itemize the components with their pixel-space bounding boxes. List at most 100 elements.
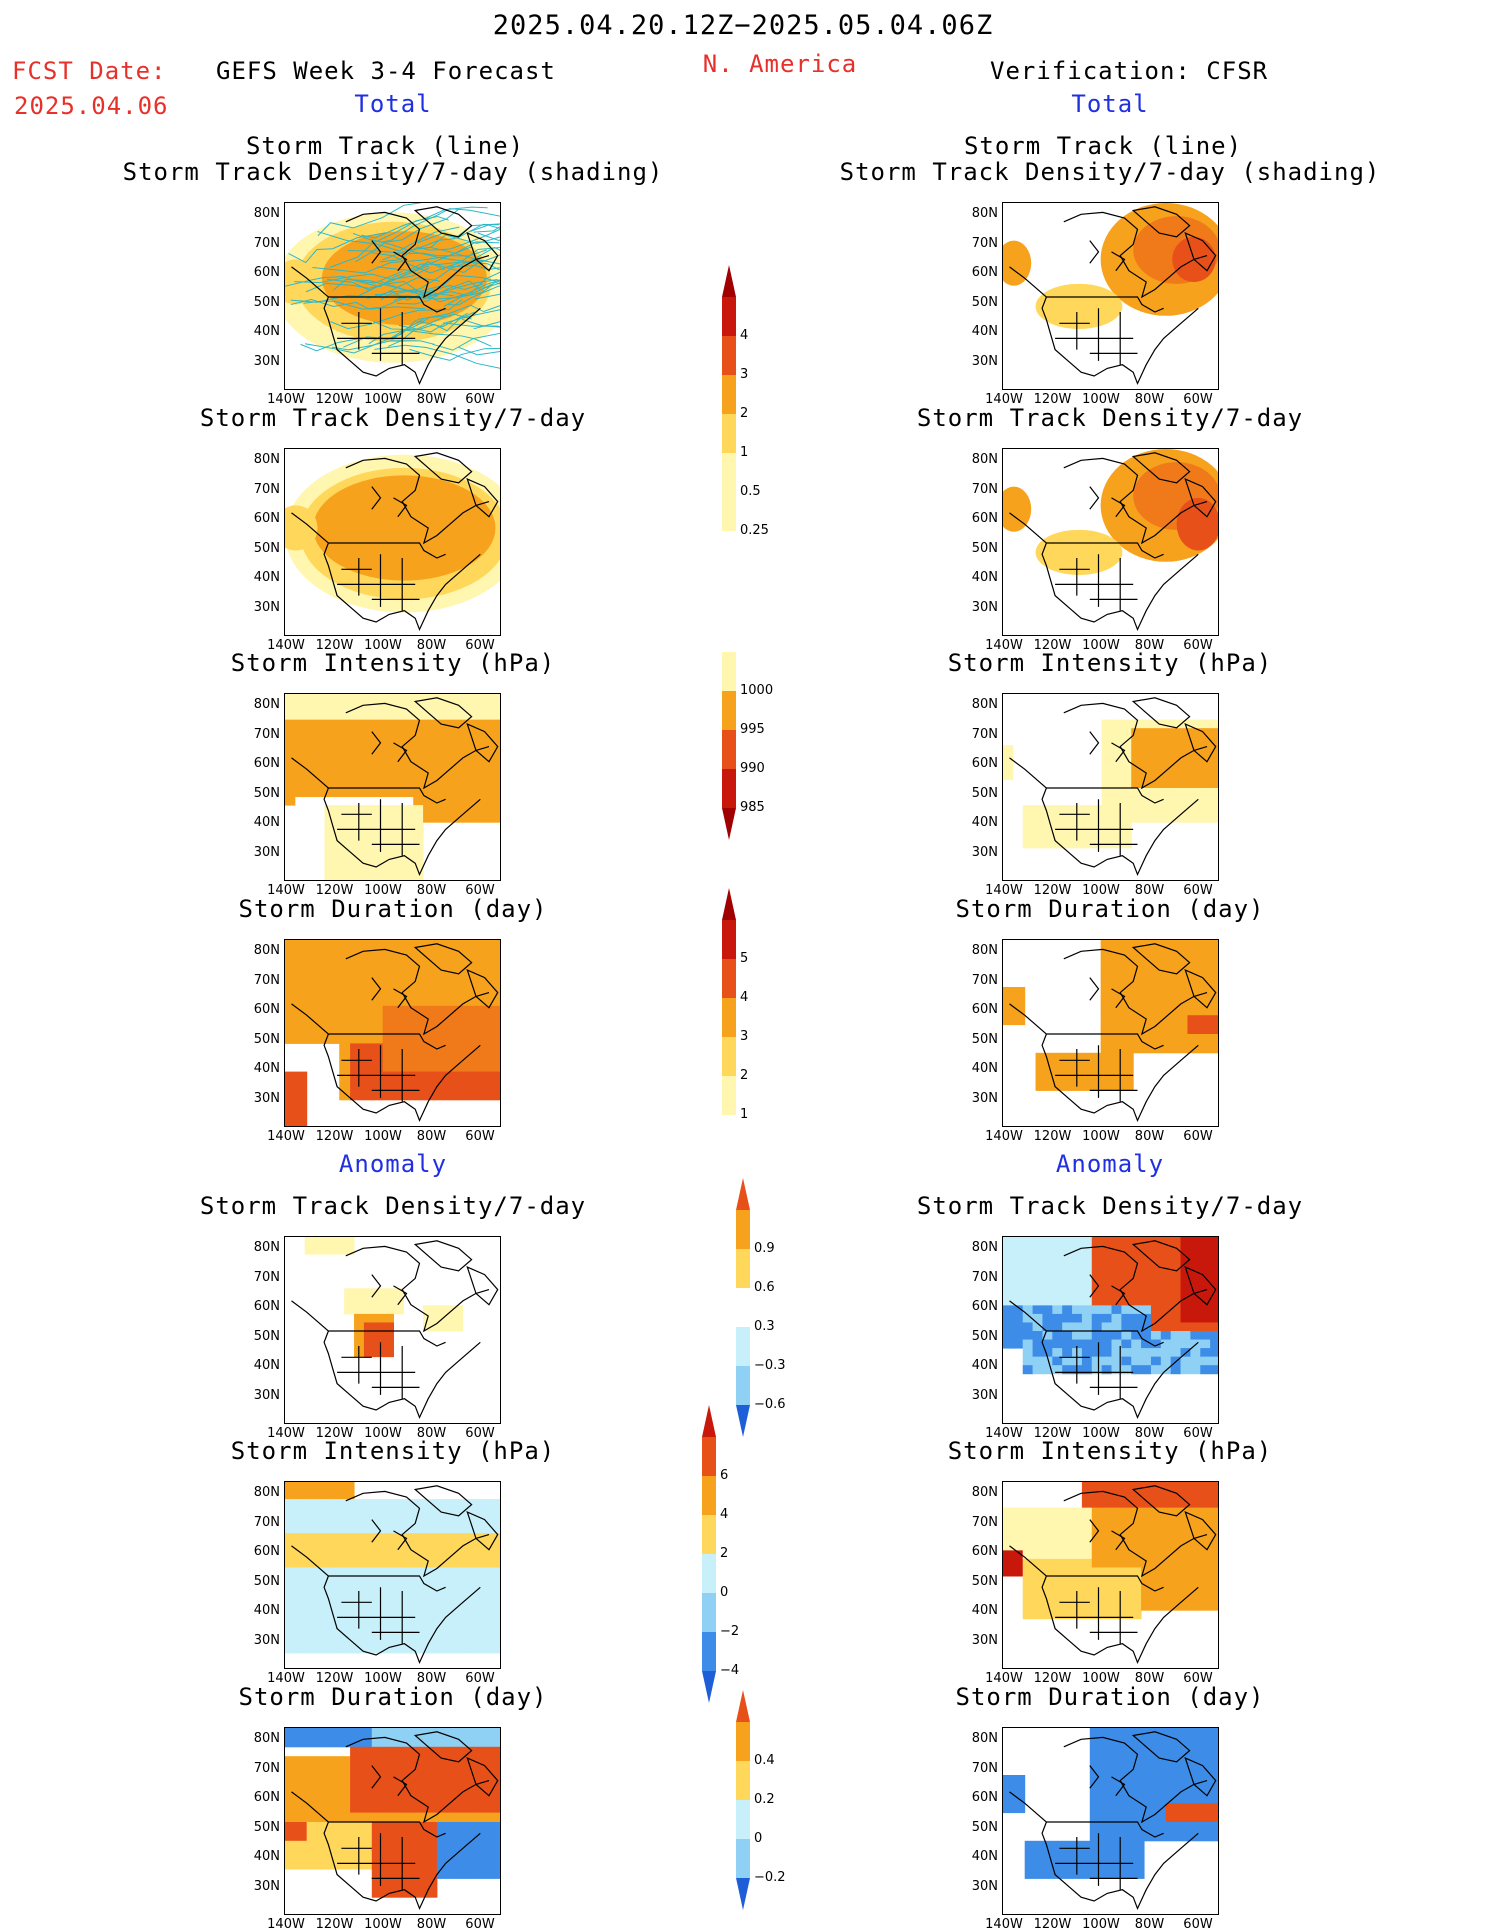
- lat-tick-label: 30N: [253, 1878, 280, 1894]
- panel-title-duration-r: Storm Duration (day): [955, 895, 1265, 923]
- colorbar-label: 1: [740, 445, 749, 460]
- colorbar-label: 2: [740, 406, 749, 421]
- map-panel: [284, 1236, 501, 1424]
- map-panel: [1002, 693, 1219, 881]
- lat-tick-label: 60N: [971, 1790, 998, 1805]
- lat-tick-label: 40N: [971, 815, 998, 830]
- lon-tick-label: 140W: [985, 1129, 1023, 1144]
- lat-tick-label: 60N: [971, 756, 998, 771]
- lon-tick-label: 100W: [364, 883, 402, 898]
- coastline: [1089, 731, 1126, 763]
- lat-tick-label: 50N: [253, 540, 280, 556]
- coastline: [1063, 1490, 1208, 1578]
- coastline: [1131, 206, 1191, 238]
- map-panel: [1002, 448, 1219, 636]
- lon-tick-label: 80W: [416, 392, 447, 407]
- storm-track-line: [416, 223, 500, 244]
- coastline: [337, 1045, 420, 1102]
- map-canvas: [1003, 449, 1218, 632]
- colorbar-label: 0: [720, 1585, 729, 1600]
- coastline: [345, 1736, 490, 1824]
- lon-tick-label: 140W: [267, 638, 305, 653]
- coastline: [466, 478, 499, 518]
- lon-tick-label: 80W: [1134, 1671, 1165, 1686]
- coastline: [466, 1266, 499, 1306]
- lon-tick-label: 80W: [1134, 392, 1165, 407]
- colorbar-total-intensity: [722, 652, 736, 840]
- lat-tick-label: 80N: [971, 1240, 998, 1255]
- lat-tick-label: 40N: [971, 1061, 998, 1076]
- coastline: [1089, 1765, 1126, 1797]
- lat-tick-label: 70N: [971, 1269, 998, 1285]
- coastline: [291, 757, 481, 877]
- colorbar-label: 2: [740, 1068, 749, 1083]
- coastline: [1184, 969, 1217, 1009]
- lat-tick-label: 30N: [971, 1090, 998, 1106]
- lon-tick-label: 120W: [1033, 883, 1072, 898]
- storm-track-line: [399, 274, 500, 294]
- panel-title-anom-intensity-r: Storm Intensity (hPa): [947, 1437, 1273, 1465]
- lon-tick-label: 100W: [1082, 638, 1120, 653]
- lon-tick-label: 100W: [1082, 392, 1120, 407]
- lon-tick-label: 120W: [315, 392, 354, 407]
- panel-title-density: Storm Track Density/7-day: [199, 404, 587, 432]
- storm-track-line: [361, 206, 488, 239]
- coastline: [328, 1330, 446, 1347]
- colorbar-label: 5: [740, 951, 749, 966]
- lat-tick-label: 40N: [971, 1849, 998, 1864]
- colorbar-label: 4: [720, 1507, 729, 1522]
- colorbar-label: 4: [740, 990, 749, 1005]
- map-panel: [284, 202, 501, 390]
- lat-tick-label: 30N: [971, 353, 998, 369]
- panel-title-track-shading: Storm Track Density/7-day (shading): [122, 158, 664, 186]
- storm-track-line: [368, 329, 492, 347]
- coastline: [1063, 948, 1208, 1036]
- coastline: [1009, 1545, 1199, 1665]
- lon-tick-label: 100W: [364, 638, 402, 653]
- lon-tick-label: 100W: [364, 1129, 402, 1144]
- verification-title: Verification: CFSR: [990, 57, 1269, 85]
- coastline: [337, 799, 420, 856]
- lat-tick-label: 50N: [253, 294, 280, 310]
- storm-track-line: [430, 246, 500, 265]
- coastline: [291, 266, 481, 386]
- coastline: [1046, 1575, 1164, 1592]
- storm-track-line: [331, 260, 446, 299]
- lon-tick-label: 120W: [1033, 1671, 1072, 1686]
- lon-tick-label: 140W: [985, 638, 1023, 653]
- coastline: [1131, 1485, 1191, 1517]
- lon-tick-label: 80W: [416, 1129, 447, 1144]
- lat-tick-label: 40N: [253, 1603, 280, 1618]
- coastline: [1009, 1003, 1199, 1123]
- coastline: [413, 1731, 473, 1763]
- lon-tick-label: 100W: [364, 1671, 402, 1686]
- colorbar-label: 0.4: [754, 1753, 775, 1768]
- coastline: [1063, 1736, 1208, 1824]
- right-anomaly-label: Anomaly: [1055, 1150, 1165, 1178]
- coastline: [413, 943, 473, 975]
- coastline: [413, 452, 473, 484]
- lat-tick-label: 60N: [971, 1544, 998, 1559]
- coastline: [1046, 787, 1164, 804]
- lon-tick-label: 80W: [416, 883, 447, 898]
- lat-tick-label: 70N: [253, 235, 280, 251]
- panel-title-track-line: Storm Track (line): [245, 132, 525, 160]
- coastline: [1055, 308, 1138, 365]
- lat-tick-label: 60N: [253, 1299, 280, 1314]
- lat-tick-label: 50N: [253, 1819, 280, 1835]
- map-panel: [1002, 939, 1219, 1127]
- colorbar-label: 995: [740, 722, 765, 737]
- storm-track-line: [294, 267, 430, 284]
- lon-tick-label: 60W: [1183, 638, 1213, 653]
- coastline: [291, 1300, 481, 1420]
- lat-tick-label: 70N: [971, 972, 998, 988]
- storm-track-line: [393, 281, 500, 301]
- storm-track-line: [396, 280, 500, 305]
- panel-title-anom-density-r: Storm Track Density/7-day: [916, 1192, 1304, 1220]
- map-canvas: [285, 940, 500, 1126]
- lat-tick-label: 30N: [971, 1632, 998, 1648]
- coastline: [345, 702, 490, 790]
- coastline: [371, 731, 408, 763]
- storm-track-line: [438, 254, 500, 274]
- lat-tick-label: 50N: [971, 785, 998, 801]
